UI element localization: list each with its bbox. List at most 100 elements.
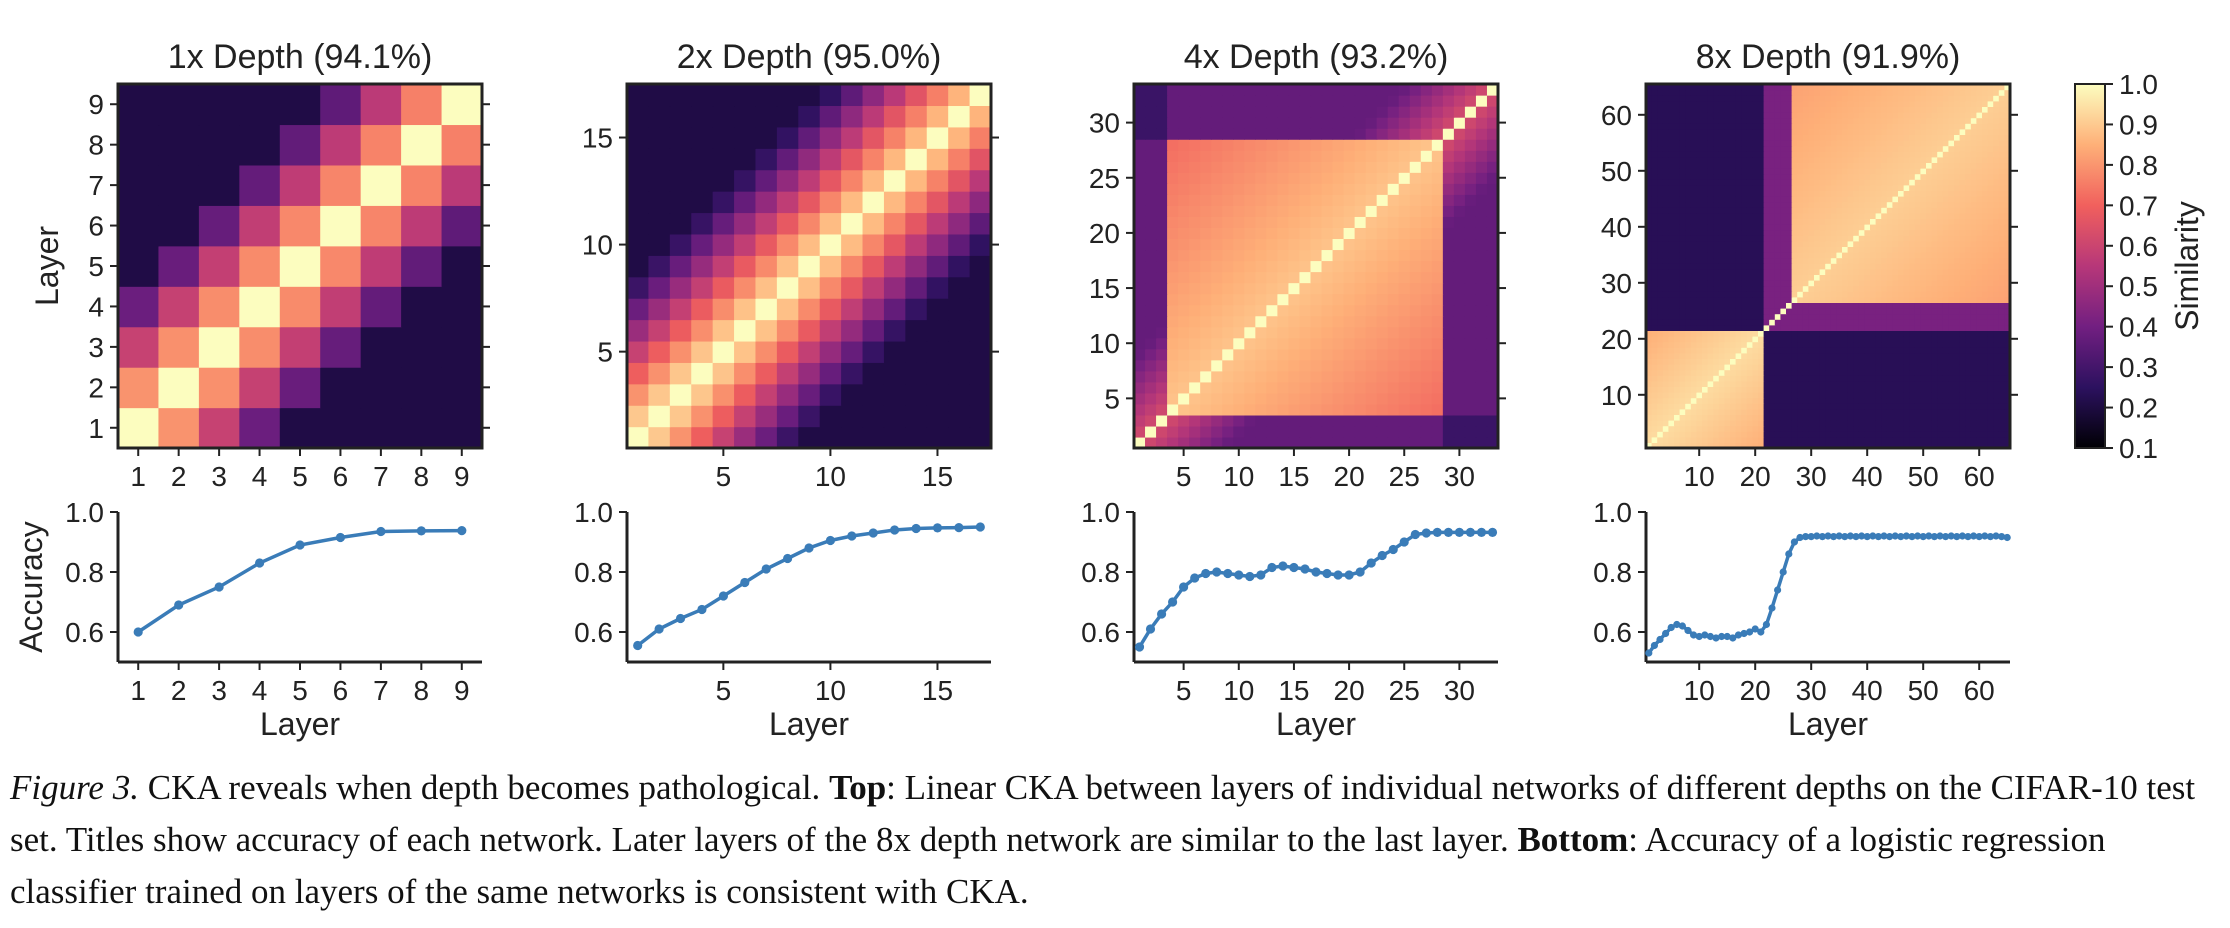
heatmap-cell xyxy=(1735,184,1742,191)
heatmap-cell xyxy=(1886,280,1893,287)
heatmap-cell xyxy=(1167,293,1179,306)
heatmap-cell xyxy=(1881,162,1888,169)
heatmap-cell xyxy=(1277,326,1290,339)
heatmap-cell xyxy=(1387,370,1400,383)
heatmap-cell xyxy=(1909,341,1916,348)
heatmap-cell xyxy=(1332,370,1345,383)
heatmap-cell xyxy=(1156,293,1168,306)
heatmap-cell xyxy=(1909,420,1916,427)
heatmap-cell xyxy=(1993,397,2000,404)
heatmap-cell xyxy=(1769,162,1776,169)
heatmap-cell xyxy=(819,105,842,128)
heatmap-cell xyxy=(1702,274,1709,281)
heatmap-cell xyxy=(1808,162,1815,169)
heatmap-cell xyxy=(691,233,714,256)
heatmap-cell xyxy=(1662,235,1669,242)
heatmap-cell xyxy=(1679,151,1686,158)
heatmap-cell xyxy=(1746,313,1753,320)
heatmap-cell xyxy=(1679,375,1686,382)
heatmap-cell xyxy=(841,405,864,428)
heatmap-cell xyxy=(1145,436,1157,449)
heatmap-cell xyxy=(1780,224,1787,231)
heatmap-cell xyxy=(1954,414,1961,421)
heatmap-cell xyxy=(1853,375,1860,382)
heatmap-cell xyxy=(1409,106,1422,118)
heatmap-cell xyxy=(1735,151,1742,158)
heatmap-cell xyxy=(1786,319,1793,326)
heatmap-cell xyxy=(1679,403,1686,410)
heatmap-cell xyxy=(1954,196,1961,203)
heatmap-cell xyxy=(1898,308,1905,315)
heatmap-cell xyxy=(1222,161,1234,173)
heatmap-cell xyxy=(1145,425,1157,438)
heatmap-cell xyxy=(1696,431,1703,438)
heatmap-cell xyxy=(1662,380,1669,387)
heatmap-cell xyxy=(1702,358,1709,365)
heatmap-cell xyxy=(1431,150,1444,162)
heatmap-cell xyxy=(279,84,321,126)
heatmap-cell xyxy=(1954,403,1961,410)
heatmap-cell xyxy=(1898,330,1905,337)
heatmap-cell xyxy=(1976,336,1983,343)
heatmap-cell xyxy=(1486,414,1499,427)
heatmap-cell xyxy=(1299,403,1312,416)
heatmap-cell xyxy=(1690,229,1697,236)
heatmap-cell xyxy=(1735,425,1742,432)
heatmap-cell xyxy=(755,148,778,171)
heatmap-cell xyxy=(1814,229,1821,236)
x-tick-label: 5 xyxy=(1176,461,1192,492)
heatmap-cell xyxy=(1780,218,1787,225)
heatmap-cell xyxy=(1211,117,1223,129)
y-tick-label: 20 xyxy=(1089,218,1120,249)
heatmap-cell xyxy=(1211,227,1223,240)
heatmap-cell xyxy=(1752,235,1759,242)
heatmap-cell xyxy=(1797,224,1804,231)
heatmap-cell xyxy=(1442,337,1455,350)
heatmap-cell xyxy=(1847,403,1854,410)
heatmap-cell xyxy=(1909,302,1916,309)
heatmap-cell xyxy=(1858,168,1865,175)
heatmap-cell xyxy=(841,84,864,107)
heatmap-cell xyxy=(1870,442,1877,449)
heatmap-cell xyxy=(1937,246,1944,253)
heatmap-cell xyxy=(1914,397,1921,404)
heatmap-cell xyxy=(198,124,240,166)
heatmap-cell xyxy=(1853,252,1860,259)
heatmap-cell xyxy=(1453,326,1466,339)
heatmap-cell xyxy=(1244,194,1256,206)
heatmap-cell xyxy=(1982,341,1989,348)
heatmap-cell xyxy=(1651,341,1658,348)
heatmap-cell xyxy=(1808,308,1815,315)
heatmap-cell xyxy=(1387,249,1400,262)
heatmap-cell xyxy=(1914,156,1921,163)
heatmap-cell xyxy=(1954,302,1961,309)
heatmap-cell xyxy=(1842,341,1849,348)
heatmap-cell xyxy=(1233,436,1245,449)
heatmap-cell xyxy=(1376,216,1389,228)
heatmap-cell xyxy=(1982,168,1989,175)
heatmap-cell xyxy=(1931,442,1938,449)
heatmap-cell xyxy=(1970,313,1977,320)
heatmap-cell xyxy=(1724,319,1731,326)
heatmap-cell xyxy=(1332,238,1345,251)
heatmap-cell xyxy=(1442,392,1455,405)
heatmap-cell xyxy=(1864,369,1871,376)
heatmap-cell xyxy=(1200,326,1212,339)
heatmap-cell xyxy=(1847,257,1854,264)
heatmap-cell xyxy=(1898,235,1905,242)
heatmap-cell xyxy=(1685,218,1692,225)
heatmap-cell xyxy=(1657,280,1664,287)
heatmap-cell xyxy=(1814,380,1821,387)
heatmap-cell xyxy=(360,164,402,206)
heatmap-cell xyxy=(1398,359,1411,372)
heatmap-cell xyxy=(1735,442,1742,449)
heatmap-cell xyxy=(1713,380,1720,387)
heatmap-cell xyxy=(1959,369,1966,376)
heatmap-cell xyxy=(1746,240,1753,247)
heatmap-cell xyxy=(1696,403,1703,410)
heatmap-cell xyxy=(669,255,692,278)
heatmap-cell xyxy=(1763,280,1770,287)
heatmap-cell xyxy=(1321,139,1334,151)
heatmap-cell xyxy=(1763,201,1770,208)
heatmap-cell xyxy=(1343,414,1356,427)
